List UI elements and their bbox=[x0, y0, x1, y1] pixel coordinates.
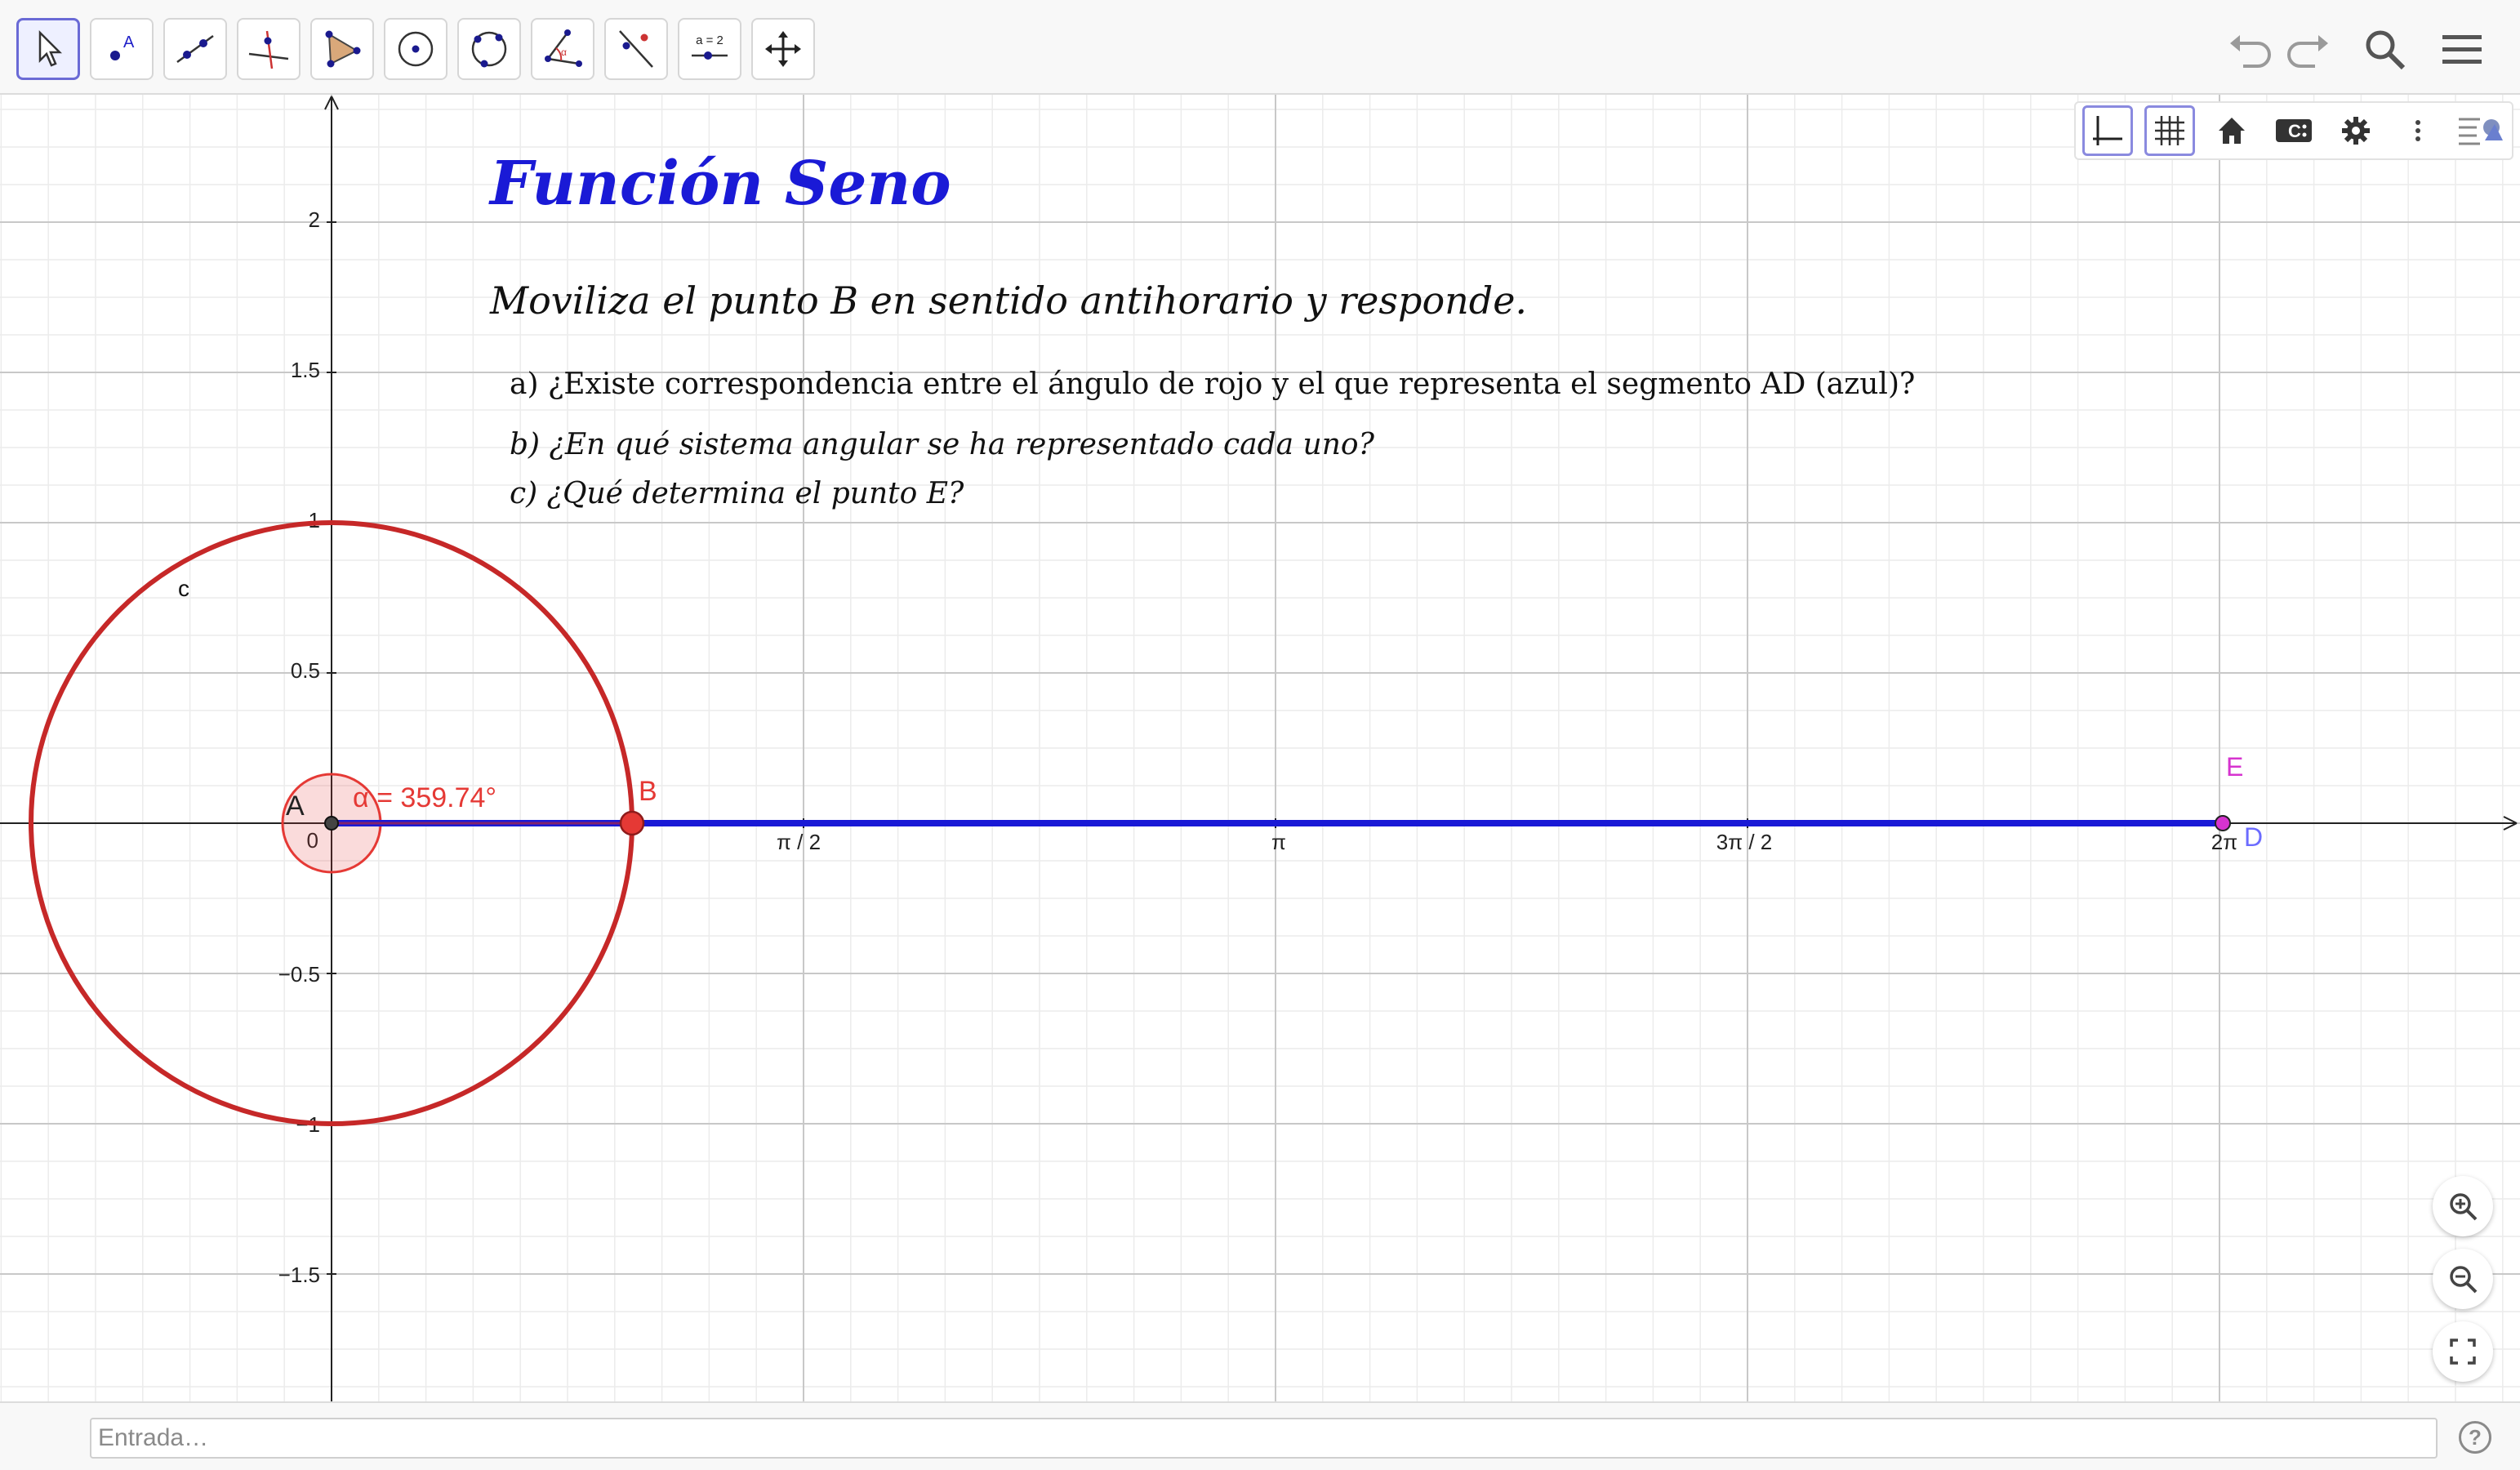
x-tick-label: 2π bbox=[2211, 830, 2237, 854]
fullscreen-button[interactable] bbox=[2433, 1321, 2493, 1382]
grid-icon bbox=[2155, 116, 2184, 145]
point-e-d[interactable] bbox=[2215, 815, 2231, 831]
line-tool[interactable] bbox=[163, 18, 227, 80]
graphics-view-icon: C bbox=[2276, 119, 2312, 142]
point-a[interactable] bbox=[324, 816, 339, 831]
graphics-canvas[interactable]: 2 1.5 1 0.5 −0.5 −1 −1.5 0 π / 2 π 3π / … bbox=[0, 95, 2520, 1401]
axes-icon bbox=[2093, 116, 2122, 145]
minor-grid bbox=[0, 95, 2520, 1401]
redo-icon[interactable] bbox=[2280, 21, 2337, 78]
zoom-in-icon bbox=[2450, 1193, 2478, 1221]
perpendicular-icon bbox=[248, 30, 289, 69]
help-button[interactable]: ? bbox=[2459, 1421, 2491, 1454]
circle-label: c bbox=[178, 576, 189, 601]
angle-alpha-label[interactable]: α = 359.74° bbox=[353, 782, 496, 813]
angle-icon: α bbox=[545, 29, 582, 67]
graphics-view-button[interactable]: C bbox=[2268, 105, 2319, 156]
more-options-button[interactable] bbox=[2393, 105, 2443, 156]
angle-tool[interactable]: α bbox=[531, 18, 594, 80]
menu-icon[interactable] bbox=[2433, 21, 2491, 78]
reflect-tool[interactable] bbox=[604, 18, 668, 80]
y-axis-arrow bbox=[324, 96, 339, 110]
axes-toggle-button[interactable] bbox=[2082, 105, 2133, 156]
graphics-view[interactable]: 2 1.5 1 0.5 −0.5 −1 −1.5 0 π / 2 π 3π / … bbox=[0, 95, 2520, 1401]
reflect-line-icon bbox=[619, 30, 653, 68]
x-tick-label: π / 2 bbox=[777, 830, 821, 854]
svg-text:A: A bbox=[123, 33, 135, 51]
circle-center-icon bbox=[398, 31, 434, 67]
y-tick-label: 0.5 bbox=[291, 658, 320, 683]
question-a: a) ¿Existe correspondencia entre el ángu… bbox=[510, 368, 1915, 401]
settings-icon bbox=[2342, 117, 2370, 145]
y-tick-label: −1.5 bbox=[278, 1263, 320, 1287]
home-icon bbox=[2219, 118, 2245, 144]
zoom-out-button[interactable] bbox=[2433, 1249, 2493, 1309]
y-tick-label: 1 bbox=[309, 508, 320, 532]
svg-text:a = 2: a = 2 bbox=[696, 33, 723, 47]
x-tick-label: 3π / 2 bbox=[1716, 830, 1773, 854]
circle-three-points-tool[interactable] bbox=[457, 18, 521, 80]
slider-tool[interactable]: a = 2 bbox=[678, 18, 741, 80]
toolbar: A α a = 2 bbox=[0, 0, 2520, 95]
point-tool[interactable]: A bbox=[90, 18, 154, 80]
svg-text:C: C bbox=[2288, 121, 2301, 141]
settings-button[interactable] bbox=[2331, 105, 2381, 156]
point-icon: A bbox=[110, 33, 135, 60]
input-bar: ? bbox=[0, 1401, 2520, 1470]
perpendicular-line-tool[interactable] bbox=[237, 18, 301, 80]
point-e-label: E bbox=[2226, 752, 2243, 782]
fullscreen-icon bbox=[2450, 1339, 2476, 1365]
y-tick-label: 2 bbox=[309, 207, 320, 232]
point-b-label: B bbox=[639, 776, 657, 807]
polygon-icon bbox=[325, 30, 361, 68]
line-icon bbox=[176, 34, 214, 64]
zoom-in-button[interactable] bbox=[2433, 1176, 2493, 1236]
y-tick-label: 1.5 bbox=[291, 358, 320, 382]
move-graphics-view-tool[interactable] bbox=[751, 18, 815, 80]
slider-icon: a = 2 bbox=[692, 33, 728, 60]
point-a-label: A bbox=[286, 791, 305, 822]
polygon-tool[interactable] bbox=[310, 18, 374, 80]
toggle-stylebar-icon bbox=[2459, 118, 2503, 145]
question-b: b) ¿En qué sistema angular se ha represe… bbox=[510, 428, 1375, 461]
algebra-input-field[interactable] bbox=[90, 1418, 2438, 1459]
move-tool[interactable] bbox=[16, 18, 80, 80]
origin-label: 0 bbox=[307, 828, 318, 853]
activity-title: Función Seno bbox=[488, 149, 951, 219]
point-b[interactable] bbox=[619, 810, 645, 836]
zoom-out-icon bbox=[2450, 1266, 2478, 1294]
svg-text:α: α bbox=[561, 47, 567, 58]
circle-three-points-icon bbox=[471, 31, 507, 68]
graphics-style-bar: C bbox=[2074, 101, 2513, 160]
standard-view-button[interactable] bbox=[2206, 105, 2257, 156]
grid-toggle-button[interactable] bbox=[2144, 105, 2195, 156]
y-tick-label: −0.5 bbox=[278, 962, 320, 987]
x-axis-arrow bbox=[2503, 816, 2518, 831]
question-c: c) ¿Qué determina el punto E? bbox=[510, 477, 964, 510]
circle-center-point-tool[interactable] bbox=[384, 18, 447, 80]
toggle-stylebar-button[interactable] bbox=[2455, 105, 2505, 156]
more-icon bbox=[2415, 120, 2420, 141]
undo-icon[interactable] bbox=[2221, 21, 2278, 78]
move-arrows-icon bbox=[765, 31, 801, 67]
cursor-arrow-icon bbox=[38, 29, 63, 67]
search-icon[interactable] bbox=[2357, 21, 2414, 78]
instruction-text: Moviliza el punto B en sentido antihorar… bbox=[489, 278, 1527, 323]
point-d-label: D bbox=[2244, 822, 2263, 852]
x-tick-label: π bbox=[1271, 830, 1286, 854]
